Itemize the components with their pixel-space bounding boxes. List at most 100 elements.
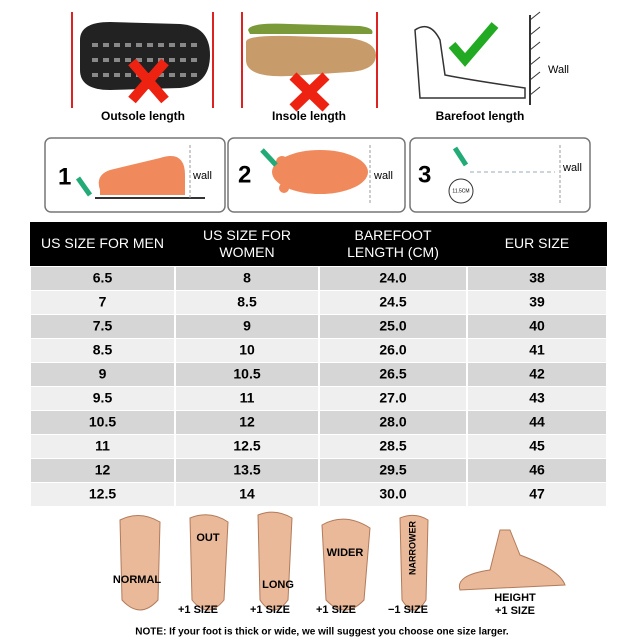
cell-bg: [176, 339, 318, 362]
cell-bg: [31, 387, 174, 410]
cell: 8.5: [237, 294, 257, 310]
cell-bg: [176, 363, 318, 386]
cell: 10.5: [89, 414, 116, 430]
cell: 30.0: [379, 486, 406, 502]
cell: 29.5: [379, 462, 406, 478]
step-number: 2: [238, 161, 251, 188]
header-cell: US SIZE FOR MEN: [41, 235, 164, 251]
cell: 24.0: [379, 270, 406, 286]
cell: 47: [529, 486, 545, 502]
cell-bg: [31, 435, 174, 458]
step-frames: [44, 137, 591, 213]
cell: 45: [529, 438, 545, 454]
wall-label: Wall: [548, 64, 569, 76]
cell-bg: [176, 435, 318, 458]
foot-art: [119, 511, 566, 611]
cell-bg: [31, 483, 174, 506]
foot-label: NORMAL: [113, 574, 162, 586]
cell-bg: [31, 339, 174, 362]
cell-bg: [468, 435, 606, 458]
cell-bg: [320, 339, 466, 362]
cell: 42: [529, 366, 545, 382]
cell: 14: [239, 486, 255, 502]
insole-image: [241, 12, 378, 112]
cell: 43: [529, 390, 545, 406]
step-number: 3: [418, 161, 431, 188]
header-cell: BAREFOOT LENGTH (CM): [347, 227, 439, 260]
cell: 41: [529, 342, 545, 358]
outsole-image: [71, 12, 214, 108]
foot-size: +1 SIZE: [250, 604, 290, 616]
cell-bg: [31, 267, 174, 290]
caption: Outsole length: [101, 109, 185, 123]
cell: 25.0: [379, 318, 406, 334]
cell: 11: [95, 438, 110, 454]
foot-size: +1 SIZE: [316, 604, 356, 616]
cell: 38: [529, 270, 545, 286]
caption: Insole length: [272, 109, 346, 123]
caption: Barefoot length: [436, 109, 525, 123]
cell-bg: [468, 411, 606, 434]
cell-bg: [176, 411, 318, 434]
step-number: 1: [58, 163, 71, 190]
cell: 44: [529, 414, 545, 430]
cell-bg: [468, 339, 606, 362]
header-cell: US SIZE FOR WOMEN: [203, 227, 291, 260]
cell-bg: [468, 387, 606, 410]
cell: 26.0: [379, 342, 406, 358]
cell: 9: [243, 318, 251, 334]
cell: 27.0: [379, 390, 406, 406]
size-table: US SIZE FOR MEN US SIZE FOR WOMEN BAREFOOT L…: [30, 222, 607, 506]
header-cell: EUR SIZE: [505, 235, 570, 251]
cell: 8: [243, 270, 251, 286]
cell-bg: [320, 315, 466, 338]
step-measure: 11.5CM: [452, 188, 469, 194]
cell-bg: [468, 291, 606, 314]
foot-size: +1 SIZE: [178, 604, 218, 616]
cell: 28.5: [379, 438, 406, 454]
cell: 12.5: [89, 486, 116, 502]
foot-size: +1 SIZE: [495, 605, 535, 617]
cell-bg: [176, 387, 318, 410]
cell-bg: [468, 363, 606, 386]
step-label: wall: [192, 170, 212, 182]
cell: 10: [239, 342, 255, 358]
cell-bg: [176, 267, 318, 290]
foot-label: OUT: [196, 532, 220, 544]
cell: 28.0: [379, 414, 406, 430]
cell: 9: [99, 366, 107, 382]
foot-label: WIDER: [327, 547, 364, 559]
cell: 13.5: [233, 462, 260, 478]
cell-bg: [31, 363, 174, 386]
step-label: wall: [373, 170, 393, 182]
header-bg: [30, 222, 607, 266]
cell-bg: [176, 291, 318, 314]
cell: 7: [99, 294, 107, 310]
cell: 12: [239, 414, 255, 430]
step-art: [75, 145, 561, 205]
foot-label: NARROWER: [407, 521, 417, 575]
cell-bg: [320, 387, 466, 410]
cell: 39: [529, 294, 545, 310]
cell: 26.5: [379, 366, 406, 382]
cell-bg: [468, 483, 606, 506]
cell-bg: [31, 411, 174, 434]
cell-bg: [468, 459, 606, 482]
cell-bg: [176, 315, 318, 338]
cell-bg: [468, 315, 606, 338]
note: NOTE: If your foot is thick or wide, we …: [135, 627, 509, 638]
cell: 24.5: [379, 294, 406, 310]
cell-bg: [320, 291, 466, 314]
cell-bg: [176, 483, 318, 506]
cell: 9.5: [93, 390, 113, 406]
cell-bg: [31, 459, 174, 482]
barefoot-image: [414, 11, 541, 105]
foot-size: −1 SIZE: [388, 604, 428, 616]
cell: 46: [529, 462, 545, 478]
cell-bg: [320, 483, 466, 506]
cell: 7.5: [93, 318, 113, 334]
cell-bg: [31, 315, 174, 338]
cell: 8.5: [93, 342, 113, 358]
cell: 10.5: [233, 366, 260, 382]
